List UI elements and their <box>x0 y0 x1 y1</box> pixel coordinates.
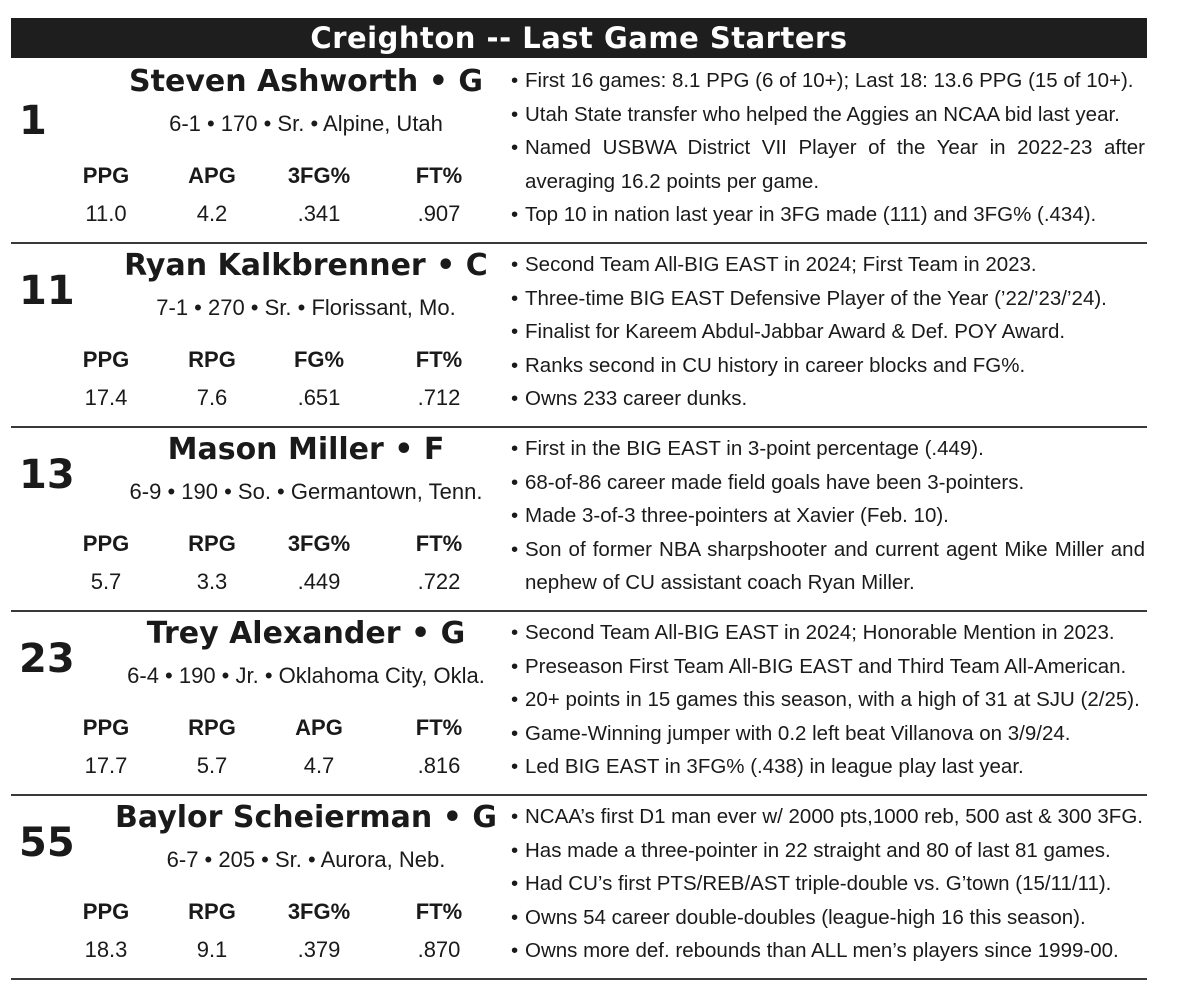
stat-value: .816 <box>417 753 461 778</box>
player-info: 6-4 • 190 • Jr. • Oklahoma City, Okla. <box>127 663 485 688</box>
stat-value: 5.7 <box>90 569 122 594</box>
player-info: 6-9 • 190 • So. • Germantown, Tenn. <box>129 479 483 504</box>
note-item: Named USBWA District VII Player of the Y… <box>509 131 1149 198</box>
notes-list: Second Team All-BIG EAST in 2024; First … <box>509 248 1149 416</box>
stat-label: FG% <box>293 347 345 372</box>
note-item: Second Team All-BIG EAST in 2024; Honora… <box>509 616 1149 650</box>
note-item: 20+ points in 15 games this season, with… <box>509 683 1149 717</box>
stat-label: FT% <box>415 347 463 372</box>
note-item: Owns 233 career dunks. <box>509 382 1149 416</box>
stat-label: PPG <box>82 347 130 372</box>
player-name: Trey Alexander • G <box>146 616 466 651</box>
note-item: Top 10 in nation last year in 3FG made (… <box>509 198 1149 232</box>
stat-value: .449 <box>297 569 341 594</box>
stat-label: RPG <box>188 899 236 924</box>
stat-label: 3FG% <box>287 531 351 556</box>
player-block: 55 Baylor Scheierman • G 6-7 • 205 • Sr. •… <box>11 796 1147 980</box>
stat-label: APG <box>188 163 236 188</box>
note-item: Made 3-of-3 three-pointers at Xavier (Fe… <box>509 499 1149 533</box>
player-block: 13 Mason Miller • F 6-9 • 190 • So. • Germ… <box>11 428 1147 612</box>
notes-list: NCAA’s first D1 man ever w/ 2000 pts,100… <box>509 800 1149 968</box>
stat-value: 11.0 <box>85 201 127 226</box>
player-block: 23 Trey Alexander • G 6-4 • 190 • Jr. • Ok… <box>11 612 1147 796</box>
stat-value: .379 <box>297 937 341 962</box>
jersey-number: 23 <box>19 636 75 682</box>
stat-label: FT% <box>415 531 463 556</box>
note-item: Owns more def. rebounds than ALL men’s p… <box>509 934 1149 968</box>
notes-list: First in the BIG EAST in 3-point percent… <box>509 432 1149 600</box>
section-divider <box>11 794 1147 796</box>
stat-label: PPG <box>82 531 130 556</box>
stat-value: .651 <box>297 385 341 410</box>
stat-value: 3.3 <box>196 569 228 594</box>
jersey-number: 1 <box>19 98 47 144</box>
note-item: Utah State transfer who helped the Aggie… <box>509 98 1149 132</box>
stat-value: 5.7 <box>196 753 228 778</box>
stat-value: .907 <box>417 201 461 226</box>
note-item: Second Team All-BIG EAST in 2024; First … <box>509 248 1149 282</box>
note-item: First 16 games: 8.1 PPG (6 of 10+); Last… <box>509 64 1149 98</box>
note-item: Had CU’s first PTS/REB/AST triple-double… <box>509 867 1149 901</box>
stat-label: PPG <box>82 899 130 924</box>
note-item: Owns 54 career double-doubles (league-hi… <box>509 901 1149 935</box>
stat-label: RPG <box>188 531 236 556</box>
stat-value: 17.4 <box>84 385 128 410</box>
stat-label: PPG <box>82 163 130 188</box>
page-title: Creighton -- Last Game Starters <box>11 18 1147 58</box>
jersey-number: 13 <box>19 452 75 498</box>
stat-value: 7.6 <box>196 385 228 410</box>
player-info: 6-1 • 170 • Sr. • Alpine, Utah <box>169 111 443 136</box>
player-name: Baylor Scheierman • G <box>115 800 497 835</box>
player-name: Mason Miller • F <box>167 432 445 467</box>
stat-value: 9.1 <box>196 937 228 962</box>
stat-value: .870 <box>417 937 461 962</box>
note-item: Three-time BIG EAST Defensive Player of … <box>509 282 1149 316</box>
stat-label: APG <box>295 715 343 740</box>
player-info: 7-1 • 270 • Sr. • Florissant, Mo. <box>156 295 456 320</box>
jersey-number: 11 <box>19 268 75 314</box>
stat-label: 3FG% <box>287 899 351 924</box>
section-divider <box>11 426 1147 428</box>
stat-label: FT% <box>415 899 463 924</box>
stat-value: 4.2 <box>196 201 228 226</box>
section-divider <box>11 978 1147 980</box>
note-item: Preseason First Team All-BIG EAST and Th… <box>509 650 1149 684</box>
note-item: Led BIG EAST in 3FG% (.438) in league pl… <box>509 750 1149 784</box>
jersey-number: 55 <box>19 820 75 866</box>
stat-value: .722 <box>417 569 461 594</box>
note-item: 68-of-86 career made field goals have be… <box>509 466 1149 500</box>
note-item: Has made a three-pointer in 22 straight … <box>509 834 1149 868</box>
notes-list: Second Team All-BIG EAST in 2024; Honora… <box>509 616 1149 784</box>
note-item: Game-Winning jumper with 0.2 left beat V… <box>509 717 1149 751</box>
stat-value: 17.7 <box>84 753 128 778</box>
player-block: 11 Ryan Kalkbrenner • C 7-1 • 270 • Sr. • … <box>11 244 1147 428</box>
note-item: NCAA’s first D1 man ever w/ 2000 pts,100… <box>509 800 1149 834</box>
stat-value: .341 <box>297 201 341 226</box>
stat-label: FT% <box>415 715 463 740</box>
player-info: 6-7 • 205 • Sr. • Aurora, Neb. <box>166 847 446 872</box>
stat-label: RPG <box>188 715 236 740</box>
player-block: 1 Steven Ashworth • G 6-1 • 170 • Sr. • Al… <box>11 60 1147 244</box>
stat-label: FT% <box>415 163 463 188</box>
stat-value: 18.3 <box>84 937 128 962</box>
note-item: First in the BIG EAST in 3-point percent… <box>509 432 1149 466</box>
note-item: Ranks second in CU history in career blo… <box>509 349 1149 383</box>
player-name: Ryan Kalkbrenner • C <box>124 248 488 283</box>
player-name: Steven Ashworth • G <box>129 64 483 99</box>
section-divider <box>11 242 1147 244</box>
section-divider <box>11 610 1147 612</box>
stat-label: RPG <box>188 347 236 372</box>
stat-value: .712 <box>417 385 461 410</box>
note-item: Son of former NBA sharpshooter and curre… <box>509 533 1149 600</box>
stat-label: PPG <box>82 715 130 740</box>
stat-label: 3FG% <box>287 163 351 188</box>
notes-list: First 16 games: 8.1 PPG (6 of 10+); Last… <box>509 64 1149 232</box>
note-item: Finalist for Kareem Abdul-Jabbar Award &… <box>509 315 1149 349</box>
stat-value: 4.7 <box>303 753 335 778</box>
